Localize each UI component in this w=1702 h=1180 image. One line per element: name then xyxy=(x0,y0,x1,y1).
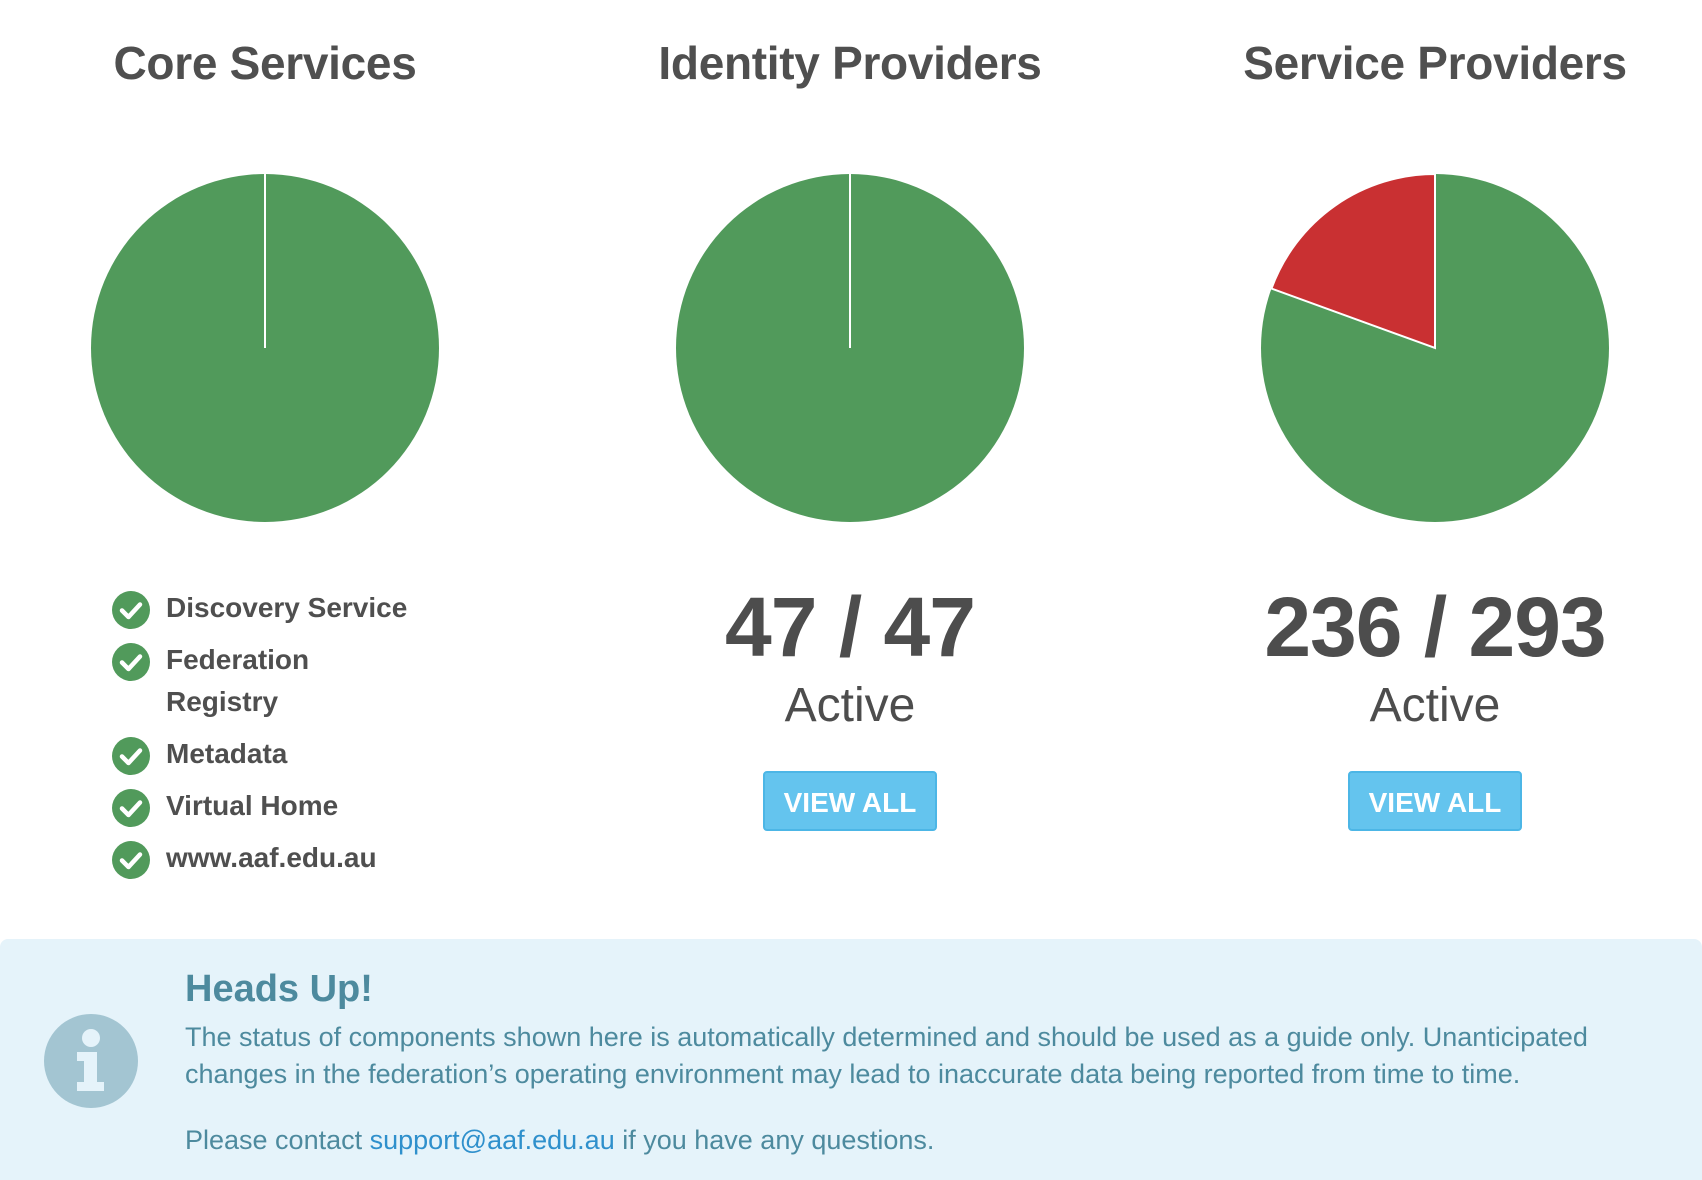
check-circle-icon xyxy=(112,591,150,629)
check-circle-icon xyxy=(112,643,150,681)
alert-title: Heads Up! xyxy=(185,968,373,1010)
service-label: www.aaf.edu.au xyxy=(166,842,377,873)
info-icon xyxy=(44,1014,138,1113)
service-item-website: www.aaf.edu.au xyxy=(112,837,432,879)
check-circle-icon xyxy=(112,737,150,775)
service-providers-count: 236 / 293 xyxy=(1264,580,1606,674)
identity-providers-pie xyxy=(675,173,1025,523)
identity-providers-view-all-button[interactable]: VIEW ALL xyxy=(763,771,937,831)
identity-providers-status-label: Active xyxy=(784,679,916,732)
core-services-pie xyxy=(90,173,440,523)
service-item-metadata: Metadata xyxy=(112,733,432,775)
service-label: Virtual Home xyxy=(166,790,339,821)
identity-providers-count: 47 / 47 xyxy=(725,580,976,674)
service-item-discovery: Discovery Service xyxy=(112,587,432,629)
contact-prefix: Please contact xyxy=(185,1125,370,1155)
alert-body: The status of components shown here is a… xyxy=(185,1022,1588,1089)
service-item-virtual-home: Virtual Home xyxy=(112,785,432,827)
identity-providers-title: Identity Providers xyxy=(658,37,1042,89)
contact-suffix: if you have any questions. xyxy=(614,1125,935,1155)
core-services-list: Discovery Service Federation Registry Me… xyxy=(112,587,432,889)
service-label: Discovery Service xyxy=(166,592,408,623)
service-item-federation-registry: Federation Registry xyxy=(112,639,336,723)
service-providers-title: Service Providers xyxy=(1243,37,1627,89)
service-label: Metadata xyxy=(166,738,288,769)
identity-providers-pie-chart xyxy=(676,174,1024,522)
service-providers-view-all-button[interactable]: VIEW ALL xyxy=(1348,771,1522,831)
alert-contact: Please contact support@aaf.edu.au if you… xyxy=(185,1122,934,1159)
service-label: Federation Registry xyxy=(166,644,310,717)
heads-up-alert xyxy=(0,939,1702,1180)
check-circle-icon xyxy=(112,789,150,827)
core-services-pie-chart xyxy=(91,174,439,522)
core-services-title: Core Services xyxy=(113,37,417,89)
pie-slice-inactive xyxy=(1270,173,1436,350)
check-circle-icon xyxy=(112,841,150,879)
support-email-link[interactable]: support@aaf.edu.au xyxy=(369,1125,615,1155)
service-providers-pie-chart xyxy=(1261,173,1609,522)
service-providers-pie xyxy=(1260,173,1610,523)
service-providers-status-label: Active xyxy=(1369,679,1501,732)
